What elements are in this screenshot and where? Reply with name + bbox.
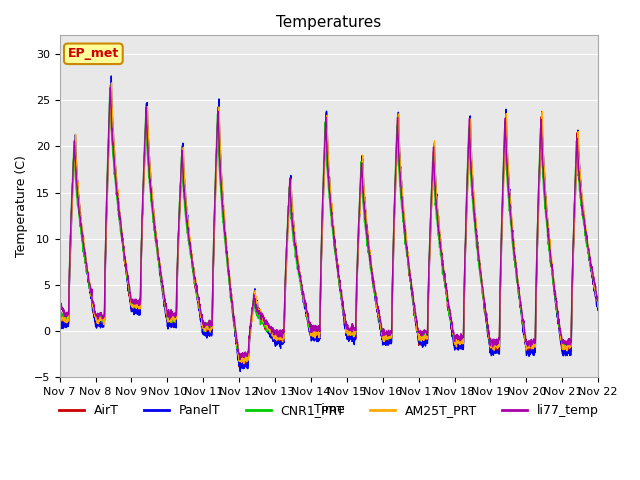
AM25T_PRT	[562, 345, 570, 351]
AM25T_PRT	[206, 325, 214, 331]
CNR1_PRT	[206, 326, 214, 332]
li77_temp	[562, 338, 570, 344]
AirT	[107, 82, 115, 88]
Legend: AirT, PanelT, CNR1_PRT, AM25T_PRT, li77_temp: AirT, PanelT, CNR1_PRT, AM25T_PRT, li77_…	[54, 399, 604, 422]
li77_temp	[595, 299, 602, 304]
PanelT	[486, 343, 493, 348]
CNR1_PRT	[56, 315, 63, 321]
AM25T_PRT	[486, 336, 493, 342]
PanelT	[56, 320, 63, 326]
Line: CNR1_PRT: CNR1_PRT	[60, 95, 598, 361]
PanelT	[547, 260, 555, 265]
AirT	[206, 332, 214, 337]
li77_temp	[356, 182, 364, 188]
AM25T_PRT	[595, 304, 602, 310]
PanelT	[206, 331, 214, 336]
Line: AirT: AirT	[60, 85, 598, 367]
li77_temp	[547, 256, 555, 262]
Line: PanelT: PanelT	[60, 76, 598, 372]
li77_temp	[486, 336, 493, 341]
AirT	[595, 307, 602, 313]
AirT	[562, 346, 570, 352]
CNR1_PRT	[106, 92, 114, 98]
AirT	[345, 336, 353, 342]
AM25T_PRT	[356, 194, 364, 200]
CNR1_PRT	[345, 330, 353, 336]
AM25T_PRT	[547, 251, 555, 257]
AirT	[356, 184, 364, 190]
AM25T_PRT	[240, 361, 248, 367]
AirT	[547, 256, 555, 262]
PanelT	[345, 338, 353, 344]
CNR1_PRT	[486, 337, 493, 343]
AirT	[486, 340, 493, 346]
li77_temp	[56, 299, 63, 305]
PanelT	[108, 73, 115, 79]
AM25T_PRT	[56, 315, 63, 321]
CNR1_PRT	[595, 301, 602, 307]
PanelT	[595, 306, 602, 312]
Line: li77_temp: li77_temp	[60, 87, 598, 360]
X-axis label: Time: Time	[314, 403, 344, 416]
AM25T_PRT	[108, 80, 115, 86]
CNR1_PRT	[239, 359, 247, 364]
li77_temp	[345, 325, 353, 331]
PanelT	[236, 369, 244, 374]
Y-axis label: Temperature (C): Temperature (C)	[15, 156, 28, 257]
CNR1_PRT	[356, 176, 364, 182]
CNR1_PRT	[562, 342, 570, 348]
Text: EP_met: EP_met	[68, 48, 119, 60]
Title: Temperatures: Temperatures	[276, 15, 381, 30]
AirT	[236, 364, 244, 370]
li77_temp	[236, 357, 244, 362]
AirT	[56, 316, 63, 322]
AM25T_PRT	[345, 325, 353, 331]
PanelT	[356, 194, 364, 200]
li77_temp	[106, 84, 114, 90]
PanelT	[562, 350, 570, 356]
CNR1_PRT	[547, 262, 555, 268]
li77_temp	[206, 321, 214, 326]
Line: AM25T_PRT: AM25T_PRT	[60, 83, 598, 364]
